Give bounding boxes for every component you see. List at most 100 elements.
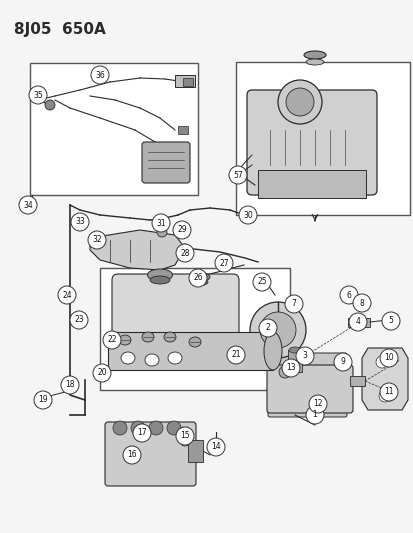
FancyBboxPatch shape bbox=[247, 90, 376, 195]
Circle shape bbox=[295, 347, 313, 365]
Circle shape bbox=[29, 86, 47, 104]
Circle shape bbox=[211, 445, 221, 455]
Circle shape bbox=[180, 226, 189, 234]
Bar bbox=[235, 62, 409, 215]
Text: 15: 15 bbox=[180, 432, 189, 440]
Circle shape bbox=[277, 80, 321, 124]
Circle shape bbox=[348, 313, 366, 331]
Text: 19: 19 bbox=[38, 395, 47, 405]
Circle shape bbox=[180, 244, 189, 252]
Circle shape bbox=[238, 206, 256, 224]
Circle shape bbox=[259, 319, 276, 337]
Ellipse shape bbox=[190, 272, 209, 281]
Circle shape bbox=[176, 244, 194, 262]
Text: 23: 23 bbox=[74, 316, 83, 325]
Circle shape bbox=[157, 227, 166, 237]
Circle shape bbox=[387, 313, 397, 323]
Text: 8J05  650A: 8J05 650A bbox=[14, 22, 105, 37]
Circle shape bbox=[379, 349, 397, 367]
Text: 27: 27 bbox=[218, 259, 228, 268]
Text: 20: 20 bbox=[97, 368, 107, 377]
Circle shape bbox=[71, 213, 89, 231]
Circle shape bbox=[152, 214, 170, 232]
Ellipse shape bbox=[121, 352, 135, 364]
Circle shape bbox=[381, 312, 399, 330]
Circle shape bbox=[228, 166, 247, 184]
Polygon shape bbox=[361, 348, 407, 410]
Text: 32: 32 bbox=[92, 236, 102, 245]
Ellipse shape bbox=[142, 332, 154, 342]
Circle shape bbox=[91, 66, 109, 84]
Circle shape bbox=[339, 286, 357, 304]
Ellipse shape bbox=[119, 335, 131, 345]
Circle shape bbox=[378, 390, 390, 402]
Text: 9: 9 bbox=[340, 358, 344, 367]
Bar bbox=[100, 268, 289, 390]
Circle shape bbox=[249, 302, 305, 358]
Text: 3: 3 bbox=[302, 351, 307, 360]
Bar bbox=[349, 376, 364, 386]
Ellipse shape bbox=[168, 352, 182, 364]
Bar bbox=[347, 318, 369, 327]
Circle shape bbox=[70, 311, 88, 329]
Text: 13: 13 bbox=[285, 364, 295, 373]
Circle shape bbox=[123, 446, 141, 464]
Ellipse shape bbox=[305, 59, 323, 65]
Bar bbox=[183, 78, 192, 86]
Text: 18: 18 bbox=[65, 381, 75, 390]
Ellipse shape bbox=[303, 51, 325, 59]
Circle shape bbox=[305, 406, 323, 424]
Circle shape bbox=[58, 286, 76, 304]
Circle shape bbox=[375, 356, 387, 368]
Text: 35: 35 bbox=[33, 91, 43, 100]
Text: 25: 25 bbox=[256, 278, 266, 287]
FancyBboxPatch shape bbox=[142, 142, 190, 183]
Circle shape bbox=[284, 295, 302, 313]
Text: 17: 17 bbox=[137, 429, 147, 438]
Circle shape bbox=[65, 380, 75, 390]
Text: 21: 21 bbox=[231, 351, 240, 359]
Text: 2: 2 bbox=[265, 324, 270, 333]
Text: 30: 30 bbox=[242, 211, 252, 220]
Text: 1: 1 bbox=[312, 410, 317, 419]
Circle shape bbox=[189, 269, 206, 287]
Text: 6: 6 bbox=[346, 290, 351, 300]
FancyBboxPatch shape bbox=[105, 422, 195, 486]
Circle shape bbox=[206, 438, 224, 456]
Ellipse shape bbox=[189, 337, 201, 347]
Text: 5: 5 bbox=[388, 317, 392, 326]
Circle shape bbox=[131, 421, 145, 435]
Circle shape bbox=[379, 383, 397, 401]
Ellipse shape bbox=[263, 332, 281, 370]
Text: 29: 29 bbox=[177, 225, 186, 235]
Text: 16: 16 bbox=[127, 450, 136, 459]
Text: 7: 7 bbox=[291, 300, 296, 309]
Text: 34: 34 bbox=[23, 200, 33, 209]
Text: 4: 4 bbox=[355, 318, 360, 327]
Circle shape bbox=[19, 196, 37, 214]
Bar bbox=[188, 440, 202, 462]
Ellipse shape bbox=[150, 276, 170, 284]
Text: 36: 36 bbox=[95, 70, 104, 79]
Bar bbox=[108, 332, 272, 370]
Circle shape bbox=[173, 221, 190, 239]
Text: 31: 31 bbox=[156, 219, 166, 228]
Circle shape bbox=[176, 427, 194, 445]
Circle shape bbox=[385, 393, 393, 401]
Text: 57: 57 bbox=[233, 171, 242, 180]
Circle shape bbox=[285, 88, 313, 116]
Text: 8: 8 bbox=[359, 298, 363, 308]
Circle shape bbox=[166, 421, 180, 435]
Ellipse shape bbox=[192, 279, 207, 286]
Circle shape bbox=[214, 254, 233, 272]
Circle shape bbox=[34, 391, 52, 409]
Circle shape bbox=[226, 346, 244, 364]
Circle shape bbox=[281, 359, 299, 377]
Circle shape bbox=[385, 354, 393, 362]
Circle shape bbox=[103, 331, 121, 349]
Polygon shape bbox=[90, 230, 185, 270]
Text: 33: 33 bbox=[75, 217, 85, 227]
Circle shape bbox=[113, 421, 127, 435]
Bar bbox=[287, 350, 301, 372]
Text: 22: 22 bbox=[107, 335, 116, 344]
